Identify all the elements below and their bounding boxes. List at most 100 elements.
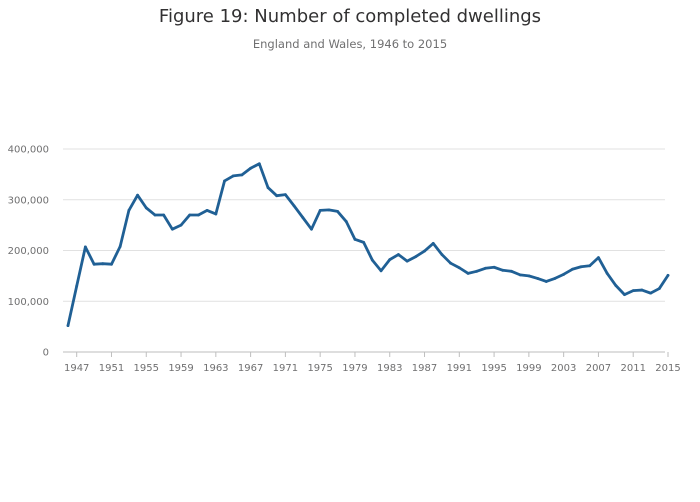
y-tick-label: 0	[43, 348, 49, 359]
data-point[interactable]	[257, 162, 261, 166]
data-point[interactable]	[562, 272, 566, 276]
data-point[interactable]	[292, 204, 296, 208]
data-point[interactable]	[170, 227, 174, 231]
data-point[interactable]	[388, 258, 392, 262]
data-point[interactable]	[92, 262, 96, 266]
data-point[interactable]	[657, 287, 661, 290]
x-tick-label: 1991	[447, 363, 472, 374]
data-point[interactable]	[431, 241, 435, 245]
gridlines	[63, 148, 665, 302]
data-point[interactable]	[423, 249, 426, 253]
series-layer	[66, 162, 670, 328]
data-point[interactable]	[579, 265, 583, 269]
data-point[interactable]	[527, 274, 531, 278]
data-point[interactable]	[483, 266, 487, 270]
x-axis-tick-labels: 1947 1951 1955 1959 1963 1967 1971 1975 1979 1983…	[64, 363, 681, 374]
data-point[interactable]	[405, 259, 409, 263]
data-point[interactable]	[327, 208, 331, 212]
x-tick-label: 1975	[307, 363, 332, 374]
data-point[interactable]	[440, 253, 444, 256]
x-tick-label: 1999	[516, 363, 541, 374]
data-point[interactable]	[397, 253, 400, 256]
data-point[interactable]	[144, 206, 148, 210]
data-point[interactable]	[223, 179, 226, 183]
data-point[interactable]	[449, 261, 453, 265]
data-point[interactable]	[214, 212, 218, 216]
chart-title: Figure 19: Number of completed dwellings	[158, 6, 542, 27]
data-point[interactable]	[623, 293, 626, 297]
data-point[interactable]	[597, 256, 600, 260]
data-point[interactable]	[179, 223, 183, 227]
data-point[interactable]	[649, 291, 653, 295]
x-tick-label: 2011	[620, 363, 645, 374]
data-point[interactable]	[344, 220, 348, 223]
y-tick-label: 100,000	[8, 297, 49, 308]
x-tick-label: 1963	[203, 363, 228, 374]
data-point[interactable]	[362, 240, 366, 244]
data-point[interactable]	[266, 186, 270, 189]
x-tick-label: 1971	[273, 363, 298, 374]
data-point[interactable]	[127, 209, 131, 212]
data-point[interactable]	[631, 289, 635, 292]
x-tick-label: 1959	[168, 363, 193, 374]
x-tick-label: 1983	[377, 363, 402, 374]
data-point[interactable]	[283, 193, 287, 197]
data-point[interactable]	[110, 262, 113, 266]
data-point[interactable]	[197, 213, 200, 217]
data-point[interactable]	[188, 213, 192, 217]
x-tick-label: 2007	[586, 363, 611, 374]
data-point[interactable]	[466, 271, 470, 275]
x-tick-label: 2003	[551, 363, 576, 374]
data-point[interactable]	[205, 209, 209, 212]
data-point[interactable]	[231, 174, 235, 178]
data-point[interactable]	[275, 194, 279, 198]
data-point[interactable]	[588, 264, 592, 268]
data-point[interactable]	[640, 288, 644, 292]
data-point[interactable]	[492, 265, 496, 269]
series-line	[66, 162, 670, 328]
data-point[interactable]	[66, 324, 70, 328]
x-tick-label: 1951	[99, 363, 124, 374]
data-point[interactable]	[501, 268, 505, 272]
data-point[interactable]	[83, 245, 87, 249]
data-point[interactable]	[162, 213, 166, 217]
data-point[interactable]	[310, 227, 313, 231]
y-axis-tick-labels: 0 100,000 200,000 300,000 400,000	[8, 145, 49, 359]
data-point[interactable]	[136, 193, 139, 197]
data-point[interactable]	[510, 269, 513, 273]
x-tick-label: 1955	[134, 363, 159, 374]
data-point[interactable]	[370, 258, 374, 262]
x-tick-label: 1979	[342, 363, 367, 374]
data-point[interactable]	[544, 280, 548, 283]
data-point[interactable]	[336, 210, 339, 213]
data-point[interactable]	[518, 273, 522, 277]
y-tick-label: 400,000	[8, 145, 49, 156]
data-point[interactable]	[457, 266, 461, 270]
data-point[interactable]	[101, 262, 105, 266]
data-point[interactable]	[301, 216, 305, 219]
data-point[interactable]	[249, 166, 253, 170]
data-point[interactable]	[614, 284, 618, 287]
data-point[interactable]	[666, 273, 670, 277]
data-point[interactable]	[353, 237, 357, 241]
data-point[interactable]	[536, 277, 539, 280]
data-point[interactable]	[475, 269, 479, 273]
x-axis	[63, 351, 669, 357]
data-point[interactable]	[553, 277, 557, 280]
data-point[interactable]	[118, 245, 122, 248]
x-tick-label: 2015	[655, 363, 680, 374]
data-point[interactable]	[570, 267, 574, 271]
x-tick-label: 1987	[412, 363, 437, 374]
data-point[interactable]	[153, 213, 157, 217]
data-point[interactable]	[75, 284, 79, 288]
x-tick-label: 1947	[64, 363, 89, 374]
data-point[interactable]	[318, 209, 322, 212]
data-point[interactable]	[414, 255, 418, 258]
x-tick-label: 1995	[481, 363, 506, 374]
data-point[interactable]	[240, 173, 244, 177]
data-point[interactable]	[379, 269, 383, 273]
y-tick-label: 200,000	[8, 246, 49, 257]
data-point[interactable]	[605, 271, 609, 275]
